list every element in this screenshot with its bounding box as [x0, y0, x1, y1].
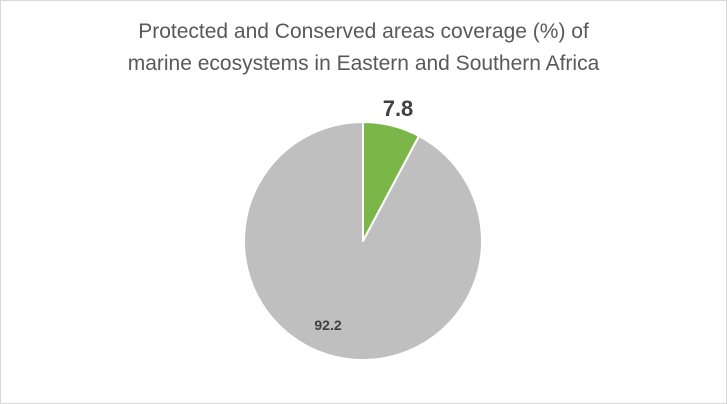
chart-title: Protected and Conserved areas coverage (…	[0, 16, 727, 80]
pie-labels: 7.8 92.2	[314, 96, 413, 333]
chart-title-line-1: Protected and Conserved areas coverage (…	[138, 20, 589, 43]
pie-slice-label-0: 7.8	[383, 96, 414, 121]
pie-slice-label-1: 92.2	[314, 317, 341, 333]
chart-title-line-2: marine ecosystems in Eastern and Souther…	[127, 52, 600, 75]
pie-slices	[243, 121, 483, 361]
pie-slice-1	[243, 121, 483, 361]
